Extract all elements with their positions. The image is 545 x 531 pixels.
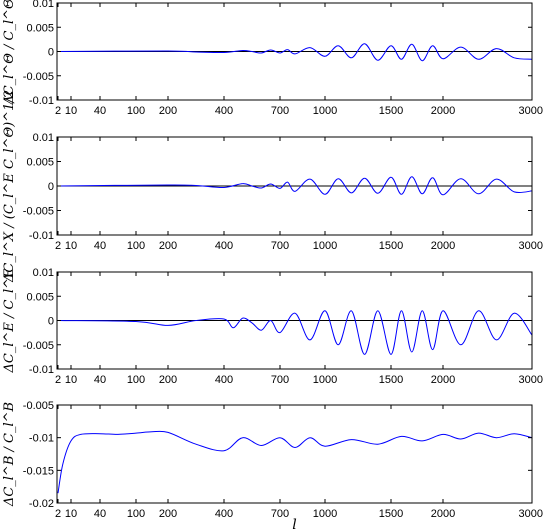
plot-frame <box>56 404 533 504</box>
y-tick-label: 0.005 <box>26 157 54 169</box>
panel-1: 0.01 0.005 0 -0.005 -0.012 10 40 100 200 400 700 10… <box>2 0 543 117</box>
y-tick-label: -0.01 <box>29 364 54 376</box>
y-tick-label: -0.005 <box>23 340 54 352</box>
x-tick-label: 10 <box>65 508 77 520</box>
x-tick-label: 3000 <box>519 240 543 252</box>
y-tick-label: 0.01 <box>33 0 54 10</box>
x-tick-label: 3000 <box>519 105 543 117</box>
panel-3: 0.01 0.005 0 -0.005 -0.012 10 40 100 200 400 700 10… <box>2 267 543 386</box>
y-axis-label: ΔC_l^X / (C_l^E C_l^Θ)^1/2 <box>2 90 17 283</box>
x-tick-label: 3000 <box>519 508 543 520</box>
y-tick-label: 0.005 <box>26 291 54 303</box>
y-tick-label: -0.01 <box>29 230 54 242</box>
series-line-1 <box>57 176 533 196</box>
y-tick-label: -0.02 <box>29 498 54 510</box>
x-tick-label: 2 <box>55 105 61 117</box>
x-tick-label: 1500 <box>379 240 403 252</box>
y-tick-label: -0.01 <box>29 95 54 107</box>
x-tick-label: 100 <box>127 240 145 252</box>
x-tick-label: 2 <box>55 240 61 252</box>
y-tick-label: 0 <box>48 181 54 193</box>
x-tick-label: 1500 <box>379 374 403 386</box>
x-tick-label: 1500 <box>379 508 403 520</box>
y-tick-label: 0.01 <box>33 267 54 279</box>
x-tick-label: 100 <box>127 508 145 520</box>
x-tick-label: 3000 <box>519 374 543 386</box>
x-tick-label: 2000 <box>431 374 455 386</box>
x-tick-label: 400 <box>215 105 233 117</box>
x-tick-label: 200 <box>159 105 177 117</box>
panel-4: -0.005 -0.01 -0.015 -0.022 10 40 100 200 400 700 1… <box>2 400 543 531</box>
y-tick-label: -0.005 <box>23 206 54 218</box>
x-tick-label: 700 <box>271 105 289 117</box>
x-tick-label: 200 <box>159 374 177 386</box>
x-tick-label: 2000 <box>431 105 455 117</box>
x-tick-label: 40 <box>94 374 106 386</box>
x-tick-label: 200 <box>159 508 177 520</box>
y-tick-label: 0.01 <box>33 132 54 144</box>
x-tick-label: 1500 <box>379 105 403 117</box>
x-tick-label: 400 <box>215 508 233 520</box>
y-tick-label: -0.005 <box>23 400 54 412</box>
x-tick-label: 1000 <box>313 105 337 117</box>
x-tick-label: 700 <box>271 508 289 520</box>
series-line-1 <box>57 430 533 494</box>
series-line-1 <box>57 310 533 355</box>
x-tick-label: 40 <box>94 105 106 117</box>
y-tick-label: -0.005 <box>23 71 54 83</box>
x-tick-label: 1000 <box>313 240 337 252</box>
x-tick-label: 2 <box>55 508 61 520</box>
x-tick-label: 100 <box>127 374 145 386</box>
x-tick-label: 700 <box>271 240 289 252</box>
y-tick-label: -0.01 <box>29 433 54 445</box>
x-tick-label: 40 <box>94 240 106 252</box>
y-axis-label: ΔC_l^B / C_l^B <box>2 402 17 507</box>
x-tick-label: 10 <box>65 105 77 117</box>
x-tick-label: 10 <box>65 240 77 252</box>
x-axis-label: l <box>292 517 296 531</box>
x-tick-label: 700 <box>271 374 289 386</box>
x-tick-label: 1000 <box>313 374 337 386</box>
x-tick-label: 400 <box>215 240 233 252</box>
y-tick-label: 0 <box>48 316 54 328</box>
x-tick-label: 400 <box>215 374 233 386</box>
x-tick-label: 2 <box>55 374 61 386</box>
x-tick-label: 200 <box>159 240 177 252</box>
y-tick-label: 0.005 <box>26 22 54 34</box>
series-line-1 <box>57 43 533 62</box>
x-tick-label: 40 <box>94 508 106 520</box>
x-tick-label: 1000 <box>313 508 337 520</box>
y-axis-label: ΔC_l^E / C_l^E <box>2 268 17 374</box>
x-tick-label: 10 <box>65 374 77 386</box>
x-tick-label: 100 <box>127 105 145 117</box>
y-tick-label: 0 <box>48 47 54 59</box>
y-tick-label: -0.015 <box>23 465 54 477</box>
x-tick-label: 2000 <box>431 508 455 520</box>
x-tick-label: 2000 <box>431 240 455 252</box>
y-axis-label: ΔC_l^Θ / C_l^Θ <box>2 0 17 106</box>
